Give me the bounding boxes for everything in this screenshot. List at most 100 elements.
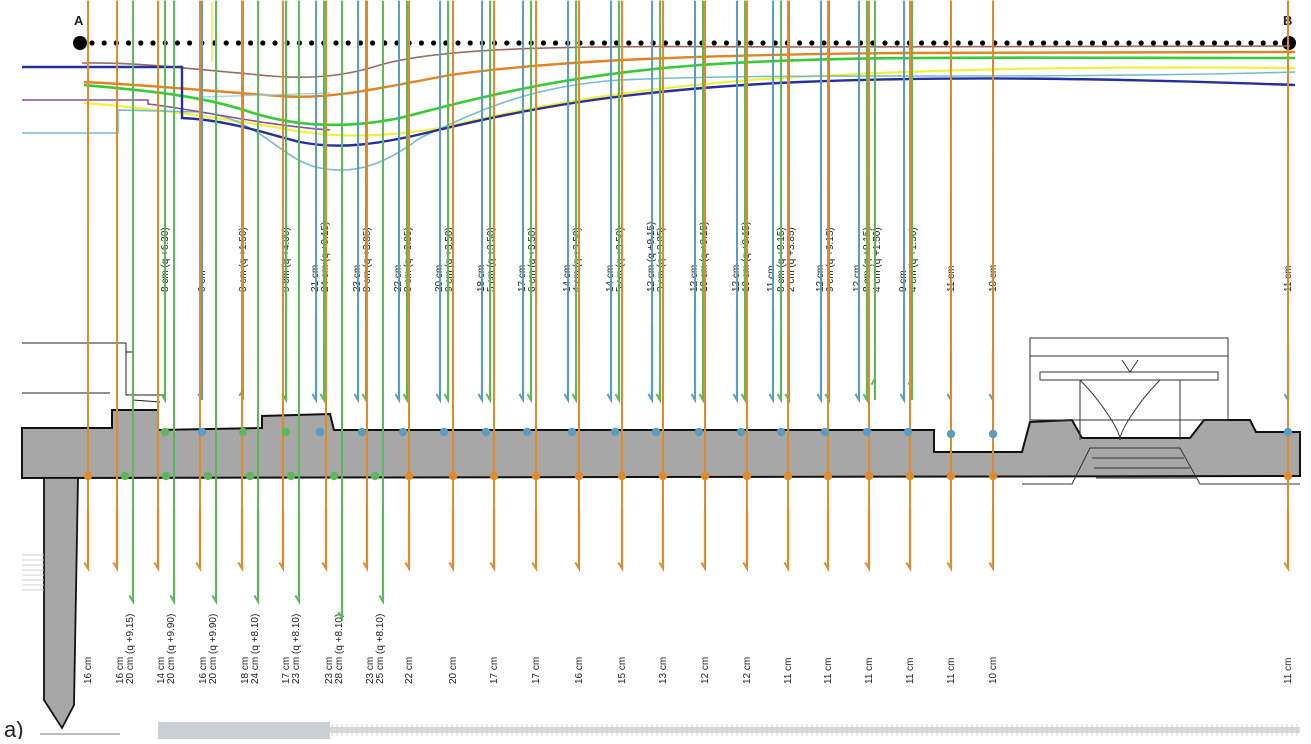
survey-dot [748, 40, 753, 45]
bottom-label-group: 10 cm [988, 657, 999, 684]
top-measure-point [652, 428, 660, 436]
top-arrow-blue [354, 1, 358, 400]
survey-dot [431, 40, 436, 45]
survey-dot [150, 40, 155, 45]
survey-dot [882, 40, 887, 45]
top-measure-point [161, 428, 169, 436]
building-outline-left [22, 343, 166, 402]
survey-dot [553, 40, 558, 45]
top-arrow-blue [855, 1, 859, 400]
top-arrow-green [403, 1, 407, 400]
survey-dot [626, 40, 631, 45]
top-label-group: 23 cm 8 cm (q +3.85) [352, 227, 373, 292]
survey-dot [1102, 40, 1107, 45]
survey-dot [516, 40, 521, 45]
top-label-group: 12 cm 10 cm (q +9.15) [731, 222, 752, 292]
survey-dot [1224, 40, 1229, 45]
survey-dot [1273, 40, 1278, 45]
top-arrow-blue [564, 1, 568, 400]
displacement-value: 28 cm (q +8.10) [334, 614, 345, 684]
displacement-value: 5 cm (q +3.50) [615, 227, 626, 292]
bottom-arrow-green [379, 1, 383, 602]
survey-dot [1163, 40, 1168, 45]
survey-dot [602, 40, 607, 45]
top-arrow-blue [900, 1, 904, 400]
bottom-label-group: 23 cm 28 cm (q +8.10) [324, 614, 345, 684]
displacement-value: 15 cm [617, 657, 628, 684]
survey-dot [126, 40, 131, 45]
displacement-value: 17 cm [489, 657, 500, 684]
top-measure-point [568, 428, 576, 436]
bottom-label-group: 11 cm [783, 658, 794, 685]
survey-dot [138, 40, 143, 45]
bottom-measure-point [989, 472, 997, 480]
bottom-measure-point [575, 472, 583, 480]
survey-dot [1090, 40, 1095, 45]
top-arrow-blue [436, 1, 440, 400]
survey-dot [272, 40, 277, 45]
survey-dot [809, 40, 814, 45]
top-arrow-green [486, 1, 490, 400]
survey-dot [797, 40, 802, 45]
bottom-label-group: 11 cm [905, 658, 916, 685]
survey-dot [919, 40, 924, 45]
top-measure-point [239, 428, 247, 436]
displacement-value: 11 cm [1283, 658, 1294, 685]
bottom-label-group: 11 cm [864, 658, 875, 685]
bottom-displacement-arrows [84, 1, 1288, 618]
survey-dot [821, 40, 826, 45]
top-label-group: 12 cm 9 cm (q +9.15) [815, 227, 836, 292]
section-profiles [22, 46, 1295, 170]
survey-dot [1041, 40, 1046, 45]
displacement-value: 24 cm (q +8.10) [250, 614, 261, 684]
bottom-label-group: 18 cm 24 cm (q +8.10) [240, 614, 261, 684]
survey-dot [187, 40, 192, 45]
survey-dot [1212, 40, 1217, 45]
top-measure-point [198, 428, 206, 436]
displacement-value: 17 cm [531, 657, 542, 684]
survey-dot [1248, 40, 1253, 45]
bottom-label-group: 16 cm 20 cm (q +9.15) [115, 614, 136, 684]
survey-dot [956, 40, 961, 45]
survey-dot [1017, 40, 1022, 45]
top-measure-point [282, 428, 290, 436]
survey-dot [590, 40, 595, 45]
survey-dot [895, 40, 900, 45]
survey-dot [236, 40, 241, 45]
survey-dot [224, 40, 229, 45]
displacement-value: 5 cm (q +3.50) [486, 227, 497, 292]
survey-dot [1126, 40, 1131, 45]
top-measure-point [482, 428, 490, 436]
top-arrow-blue [691, 1, 695, 400]
top-label-group: 17 cm 6 cm (q +3.50) [517, 227, 538, 292]
top-label-group: 9 cm 4 cm (q +1.50) [898, 227, 919, 292]
top-arrow-blue [648, 1, 652, 400]
displacement-value: 10 cm [988, 657, 999, 684]
bottom-label-group: 11 cm [823, 658, 834, 685]
survey-dot [260, 40, 265, 45]
survey-dot [248, 40, 253, 45]
bottom-label-group: 17 cm 23 cm (q +8.10) [281, 614, 302, 684]
displacement-value: 12 cm [700, 657, 711, 684]
top-arrow-green [161, 1, 165, 400]
top-arrow-green [656, 1, 660, 400]
top-arrow-green [741, 1, 745, 400]
bottom-label-group: 22 cm [404, 657, 415, 684]
top-displacement-labels: 8 cm (q +6.30) 0 cm 3 cm (q +1.50) 9 cm (q … [160, 222, 1294, 292]
displacement-value: 4 cm (q +1.50) [872, 227, 883, 292]
bottom-measure-point [618, 472, 626, 480]
top-arrow-green [320, 1, 324, 400]
survey-dot [638, 40, 643, 45]
top-label-group: 22 cm 8 cm (q +3.85) [393, 227, 414, 292]
top-measure-point [777, 428, 785, 436]
displacement-value: 20 cm [448, 657, 459, 684]
bottom-label-group: 12 cm [742, 657, 753, 684]
top-arrow-green [572, 1, 576, 400]
top-label-group: 20 cm 9 cm (q +3.50) [434, 227, 455, 292]
bottom-measure-point [532, 472, 540, 480]
bottom-measure-point [659, 472, 667, 480]
bottom-label-group: 12 cm [700, 657, 711, 684]
survey-dot [712, 40, 717, 45]
displacement-value: 16 cm [83, 657, 94, 684]
